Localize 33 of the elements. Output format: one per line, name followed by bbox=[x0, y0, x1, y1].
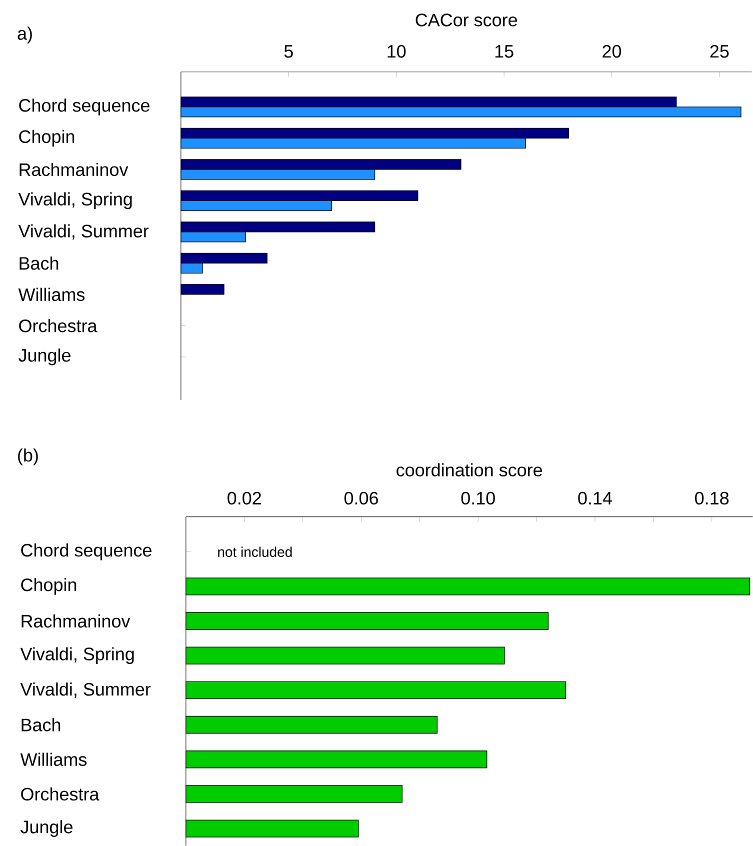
y-tick-label: Vivaldi, Spring bbox=[18, 192, 132, 210]
x-tick-label: 25 bbox=[710, 44, 729, 58]
x-tick-label: 10 bbox=[388, 44, 406, 58]
text: (b) bbox=[18, 448, 38, 466]
y-tick-label: Jungle bbox=[18, 348, 70, 366]
text: a) bbox=[18, 26, 32, 44]
x-tick-label: 0.02 bbox=[228, 492, 261, 505]
y-tick-label: Vivaldi, Spring bbox=[20, 647, 134, 664]
x-tick-label: 20 bbox=[602, 44, 622, 58]
y-tick-label: Vivaldi, Summer bbox=[18, 224, 149, 240]
y-tick-label: Chord sequence bbox=[21, 543, 152, 560]
x-tick-label: 0.06 bbox=[344, 492, 378, 505]
y-tick-label: Orchestra bbox=[19, 319, 98, 332]
y-tick-label: Vivaldi, Summer bbox=[20, 682, 151, 698]
y-tick-label: Williams bbox=[18, 288, 85, 302]
x-axis-title: coordination score bbox=[396, 463, 542, 476]
y-tick-label: Rachmaninov bbox=[22, 614, 130, 628]
y-tick-label: Bach bbox=[20, 256, 58, 270]
y-tick-label: Chord sequence bbox=[19, 98, 150, 116]
x-axis-title: CACor score bbox=[416, 14, 518, 26]
y-tick-label: Rachmaninov bbox=[20, 162, 128, 176]
annotation: not included bbox=[218, 546, 292, 557]
x-tick-label: 0.18 bbox=[695, 492, 729, 505]
x-tick-label: 15 bbox=[495, 45, 514, 58]
x-tick-label: 0.10 bbox=[461, 492, 495, 505]
y-tick-label: Chopin bbox=[19, 130, 74, 147]
y-tick-label: Williams bbox=[20, 752, 87, 766]
y-tick-label: Chopin bbox=[21, 578, 76, 595]
y-tick-label: Jungle bbox=[20, 820, 72, 837]
x-tick-label: 5 bbox=[284, 45, 293, 58]
x-tick-label: 0.14 bbox=[578, 492, 612, 505]
y-tick-label: Orchestra bbox=[21, 787, 100, 801]
y-tick-label: Bach bbox=[22, 718, 60, 732]
